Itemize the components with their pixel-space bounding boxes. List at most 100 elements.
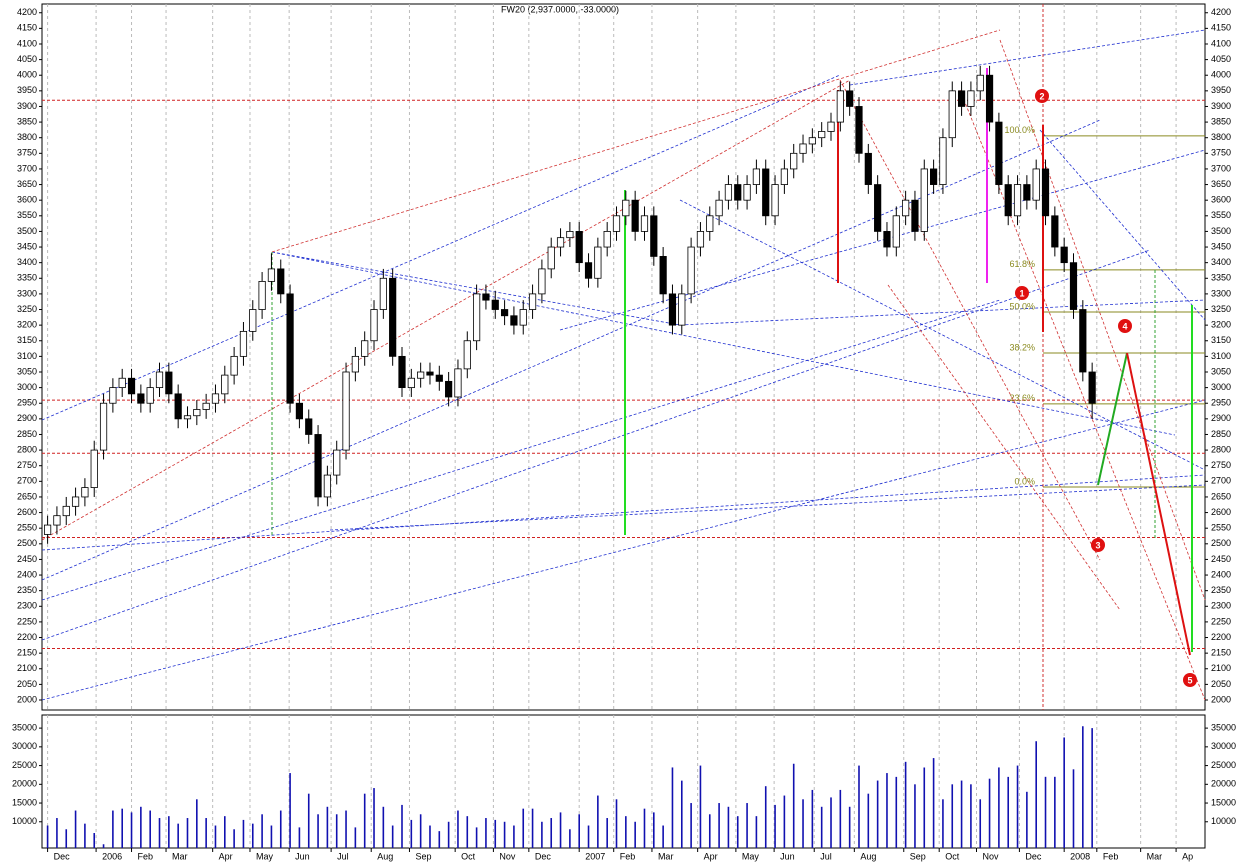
candle-body xyxy=(864,152,872,185)
candle-body xyxy=(743,184,751,201)
candle-body xyxy=(239,330,248,357)
y-tick-label: 20000 xyxy=(1211,779,1236,789)
y-tick-label: 3450 xyxy=(1211,241,1231,251)
y-tick-label: 10000 xyxy=(12,816,37,826)
y-tick-label: 4100 xyxy=(1211,38,1231,48)
y-tick-label: 2200 xyxy=(1211,632,1231,642)
candle-body xyxy=(295,402,304,420)
y-tick-label: 2400 xyxy=(17,569,37,579)
y-tick-label: 15000 xyxy=(12,797,37,807)
y-tick-label: 3650 xyxy=(1211,179,1231,189)
y-tick-label: 2350 xyxy=(17,585,37,595)
candle-body xyxy=(659,256,667,295)
candle-body xyxy=(137,393,145,404)
y-tick-label: 2650 xyxy=(1211,491,1231,501)
candle-body xyxy=(426,371,434,376)
candle-body xyxy=(836,90,844,123)
fib-label: 38.2% xyxy=(1009,342,1035,352)
candle-body xyxy=(407,377,415,389)
y-tick-label: 2950 xyxy=(1211,398,1231,408)
y-tick-label: 3850 xyxy=(17,116,37,126)
candle-body xyxy=(622,199,630,217)
candle-body xyxy=(109,387,117,404)
x-tick-label: Ap xyxy=(1182,851,1193,861)
y-tick-label: 10000 xyxy=(1211,816,1236,826)
candle-body xyxy=(417,371,425,379)
y-tick-label: 2500 xyxy=(17,538,37,548)
candle-body xyxy=(454,368,462,398)
candle-body xyxy=(202,402,210,410)
wave-label: 4 xyxy=(1122,321,1127,331)
candle-body xyxy=(249,309,257,332)
candle-body xyxy=(221,374,229,395)
y-tick-label: 3500 xyxy=(17,226,37,236)
candle-body xyxy=(687,246,695,295)
y-tick-label: 3300 xyxy=(17,288,37,298)
candle-body xyxy=(361,340,369,357)
wave-marker xyxy=(1015,286,1029,300)
candle-body xyxy=(473,293,481,342)
candle-body xyxy=(81,487,89,498)
x-tick-label: 2006 xyxy=(102,851,122,861)
candle-body xyxy=(538,268,546,295)
y-tick-label: 3100 xyxy=(1211,351,1231,361)
y-tick-label: 3200 xyxy=(1211,320,1231,330)
y-tick-label: 3500 xyxy=(1211,226,1231,236)
y-tick-label: 2300 xyxy=(17,601,37,611)
candle-body xyxy=(631,199,639,232)
y-tick-label: 2150 xyxy=(17,648,37,658)
y-tick-label: 2700 xyxy=(1211,476,1231,486)
candle-body xyxy=(827,121,835,132)
y-tick-label: 35000 xyxy=(12,722,37,732)
candle-body xyxy=(90,449,98,488)
x-tick-label: Oct xyxy=(945,851,960,861)
y-tick-label: 3050 xyxy=(17,366,37,376)
candle-body xyxy=(967,90,975,107)
x-tick-label: Mar xyxy=(1147,851,1163,861)
y-tick-label: 4050 xyxy=(17,54,37,64)
candle-body xyxy=(342,371,350,451)
projection-line xyxy=(1126,352,1191,656)
candle-body xyxy=(874,184,882,232)
candle-body xyxy=(211,393,220,404)
candle-body xyxy=(734,184,742,201)
y-tick-label: 2350 xyxy=(1211,585,1231,595)
y-tick-label: 3250 xyxy=(1211,304,1231,314)
candle-body xyxy=(603,231,611,248)
y-tick-label: 3550 xyxy=(17,210,37,220)
y-tick-label: 2050 xyxy=(1211,679,1231,689)
y-tick-label: 2550 xyxy=(1211,523,1231,533)
candle-body xyxy=(995,121,1003,185)
y-tick-label: 3950 xyxy=(17,85,37,95)
candle-body xyxy=(902,199,910,217)
chart-title: FW20 (2,937.0000, -33.0000) xyxy=(501,4,619,14)
y-tick-label: 3950 xyxy=(1211,85,1231,95)
wave-label: 3 xyxy=(1095,540,1100,550)
y-tick-label: 3100 xyxy=(17,351,37,361)
y-tick-label: 4000 xyxy=(17,70,37,80)
y-tick-label: 3350 xyxy=(17,273,37,283)
y-tick-label: 2300 xyxy=(1211,601,1231,611)
candle-body xyxy=(435,374,443,382)
fib-label: 100.0% xyxy=(1004,125,1035,135)
x-tick-label: Aug xyxy=(860,851,876,861)
fib-label: 50.0% xyxy=(1009,301,1035,311)
x-tick-label: Apr xyxy=(704,851,718,861)
candle-body xyxy=(165,371,173,395)
candle-body xyxy=(808,137,816,145)
x-tick-label: Jun xyxy=(295,851,310,861)
x-tick-label: Nov xyxy=(499,851,516,861)
candle-body xyxy=(640,215,649,232)
candle-body xyxy=(500,309,509,317)
y-tick-label: 3900 xyxy=(1211,101,1231,111)
y-tick-label: 2750 xyxy=(1211,460,1231,470)
y-tick-label: 4100 xyxy=(17,38,37,48)
x-tick-label: 2007 xyxy=(585,851,605,861)
fib-label: 23.6% xyxy=(1009,393,1035,403)
y-tick-label: 3600 xyxy=(17,195,37,205)
candle-body xyxy=(1069,262,1078,310)
candle-body xyxy=(855,106,863,154)
y-tick-label: 3150 xyxy=(17,335,37,345)
candle-body xyxy=(445,380,453,398)
y-tick-label: 20000 xyxy=(12,779,37,789)
